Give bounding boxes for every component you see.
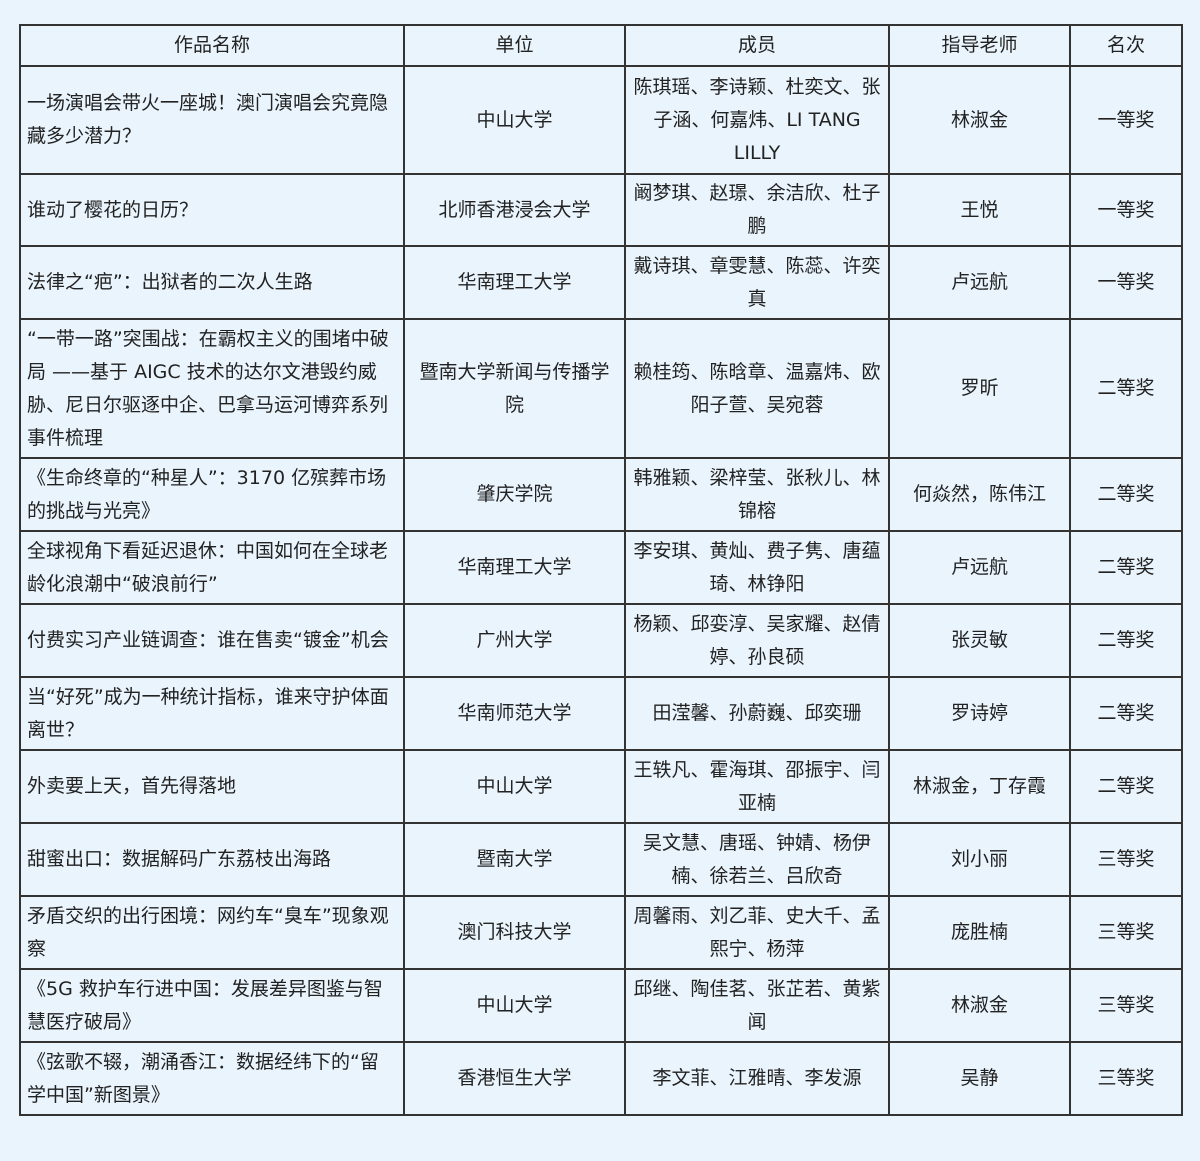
cell-advisor: 吴静 bbox=[888, 1041, 1071, 1116]
cell-advisor: 庞胜楠 bbox=[888, 895, 1071, 970]
cell-members: 陈琪瑶、李诗颖、杜奕文、张子涵、何嘉炜、LI TANG LILLY bbox=[624, 65, 890, 175]
table-row: 外卖要上天，首先得落地 中山大学 王轶凡、霍海琪、邵振宇、闫亚楠 林淑金，丁存霞 二等奖 bbox=[19, 749, 1183, 824]
cell-advisor: 王悦 bbox=[888, 173, 1071, 247]
table-body: 一场演唱会带火一座城！澳门演唱会究竟隐藏多少潜力？ 中山大学 陈琪瑶、李诗颖、杜奕文… bbox=[19, 65, 1183, 1116]
cell-unit: 肇庆学院 bbox=[403, 457, 626, 532]
cell-advisor: 罗昕 bbox=[888, 318, 1071, 459]
header-title: 作品名称 bbox=[19, 24, 405, 67]
table-row: “一带一路”突围战：在霸权主义的围堵中破局 ——基于 AIGC 技术的达尔文港毁… bbox=[19, 318, 1183, 459]
cell-unit: 华南理工大学 bbox=[403, 245, 626, 320]
table-row: 甜蜜出口：数据解码广东荔枝出海路 暨南大学 吴文慧、唐瑶、钟婧、杨伊楠、徐若兰、吕欣… bbox=[19, 822, 1183, 897]
cell-unit: 广州大学 bbox=[403, 603, 626, 678]
cell-unit: 暨南大学新闻与传播学院 bbox=[403, 318, 626, 459]
table-row: 矛盾交织的出行困境：网约车“臭车”现象观察 澳门科技大学 周馨雨、刘乙菲、史大千、孟… bbox=[19, 895, 1183, 970]
cell-rank: 二等奖 bbox=[1069, 603, 1183, 678]
cell-title: 付费实习产业链调查：谁在售卖“镀金”机会 bbox=[19, 603, 405, 678]
cell-unit: 中山大学 bbox=[403, 749, 626, 824]
cell-title: 矛盾交织的出行困境：网约车“臭车”现象观察 bbox=[19, 895, 405, 970]
header-rank: 名次 bbox=[1069, 24, 1183, 67]
cell-unit: 华南师范大学 bbox=[403, 676, 626, 751]
cell-members: 赖桂筠、陈晗章、温嘉炜、欧阳子萱、吴宛蓉 bbox=[624, 318, 890, 459]
cell-unit: 华南理工大学 bbox=[403, 530, 626, 605]
cell-unit: 澳门科技大学 bbox=[403, 895, 626, 970]
table-row: 全球视角下看延迟退休：中国如何在全球老龄化浪潮中“破浪前行” 华南理工大学 李安琪、… bbox=[19, 530, 1183, 605]
cell-advisor: 卢远航 bbox=[888, 530, 1071, 605]
table-row: 当“好死”成为一种统计指标，谁来守护体面离世？ 华南师范大学 田滢馨、孙蔚巍、邱奕珊… bbox=[19, 676, 1183, 751]
cell-rank: 一等奖 bbox=[1069, 173, 1183, 247]
cell-members: 邱继、陶佳茗、张芷若、黄紫闻 bbox=[624, 968, 890, 1043]
cell-title: 一场演唱会带火一座城！澳门演唱会究竟隐藏多少潜力？ bbox=[19, 65, 405, 175]
cell-advisor: 林淑金 bbox=[888, 968, 1071, 1043]
cell-title: 当“好死”成为一种统计指标，谁来守护体面离世？ bbox=[19, 676, 405, 751]
cell-title: 甜蜜出口：数据解码广东荔枝出海路 bbox=[19, 822, 405, 897]
cell-members: 韩雅颖、梁梓莹、张秋儿、林锦榕 bbox=[624, 457, 890, 532]
cell-members: 杨颖、邱娈淳、吴家耀、赵倩婷、孙良硕 bbox=[624, 603, 890, 678]
cell-rank: 二等奖 bbox=[1069, 318, 1183, 459]
cell-rank: 二等奖 bbox=[1069, 676, 1183, 751]
cell-unit: 中山大学 bbox=[403, 65, 626, 175]
table-row: 付费实习产业链调查：谁在售卖“镀金”机会 广州大学 杨颖、邱娈淳、吴家耀、赵倩婷、孙… bbox=[19, 603, 1183, 678]
cell-advisor: 罗诗婷 bbox=[888, 676, 1071, 751]
cell-members: 田滢馨、孙蔚巍、邱奕珊 bbox=[624, 676, 890, 751]
cell-unit: 中山大学 bbox=[403, 968, 626, 1043]
awards-table: 作品名称 单位 成员 指导老师 名次 一场演唱会带火一座城！澳门演唱会究竟隐藏多… bbox=[19, 24, 1183, 1116]
header-row: 作品名称 单位 成员 指导老师 名次 bbox=[19, 24, 1183, 67]
cell-rank: 一等奖 bbox=[1069, 65, 1183, 175]
cell-rank: 一等奖 bbox=[1069, 245, 1183, 320]
table-row: 《生命终章的“种星人”：3170 亿殡葬市场的挑战与光亮》 肇庆学院 韩雅颖、梁梓莹… bbox=[19, 457, 1183, 532]
table-row: 谁动了樱花的日历？ 北师香港浸会大学 阚梦琪、赵璟、余洁欣、杜子鹏 王悦 一等奖 bbox=[19, 173, 1183, 247]
cell-title: 外卖要上天，首先得落地 bbox=[19, 749, 405, 824]
cell-rank: 三等奖 bbox=[1069, 895, 1183, 970]
table-row: 一场演唱会带火一座城！澳门演唱会究竟隐藏多少潜力？ 中山大学 陈琪瑶、李诗颖、杜奕文… bbox=[19, 65, 1183, 175]
cell-advisor: 刘小丽 bbox=[888, 822, 1071, 897]
cell-advisor: 张灵敏 bbox=[888, 603, 1071, 678]
cell-rank: 三等奖 bbox=[1069, 822, 1183, 897]
cell-rank: 三等奖 bbox=[1069, 1041, 1183, 1116]
cell-advisor: 林淑金，丁存霞 bbox=[888, 749, 1071, 824]
cell-rank: 二等奖 bbox=[1069, 530, 1183, 605]
cell-unit: 暨南大学 bbox=[403, 822, 626, 897]
cell-rank: 三等奖 bbox=[1069, 968, 1183, 1043]
cell-rank: 二等奖 bbox=[1069, 749, 1183, 824]
cell-unit: 香港恒生大学 bbox=[403, 1041, 626, 1116]
cell-members: 李文菲、江雅晴、李发源 bbox=[624, 1041, 890, 1116]
header-advisor: 指导老师 bbox=[888, 24, 1071, 67]
cell-title: 《生命终章的“种星人”：3170 亿殡葬市场的挑战与光亮》 bbox=[19, 457, 405, 532]
header-unit: 单位 bbox=[403, 24, 626, 67]
cell-rank: 二等奖 bbox=[1069, 457, 1183, 532]
cell-members: 周馨雨、刘乙菲、史大千、孟熙宁、杨萍 bbox=[624, 895, 890, 970]
table-row: 法律之“疤”：出狱者的二次人生路 华南理工大学 戴诗琪、章雯慧、陈蕊、许奕真 卢远航一… bbox=[19, 245, 1183, 320]
cell-unit: 北师香港浸会大学 bbox=[403, 173, 626, 247]
cell-title: 谁动了樱花的日历？ bbox=[19, 173, 405, 247]
table-row: 《弦歌不辍，潮涌香江：数据经纬下的“留学中国”新图景》 香港恒生大学 李文菲、江雅晴… bbox=[19, 1041, 1183, 1116]
cell-advisor: 卢远航 bbox=[888, 245, 1071, 320]
header-members: 成员 bbox=[624, 24, 890, 67]
cell-members: 吴文慧、唐瑶、钟婧、杨伊楠、徐若兰、吕欣奇 bbox=[624, 822, 890, 897]
cell-title: 《5G 救护车行进中国：发展差异图鉴与智慧医疗破局》 bbox=[19, 968, 405, 1043]
cell-advisor: 林淑金 bbox=[888, 65, 1071, 175]
cell-members: 阚梦琪、赵璟、余洁欣、杜子鹏 bbox=[624, 173, 890, 247]
table-row: 《5G 救护车行进中国：发展差异图鉴与智慧医疗破局》 中山大学 邱继、陶佳茗、张芷若… bbox=[19, 968, 1183, 1043]
cell-title: 全球视角下看延迟退休：中国如何在全球老龄化浪潮中“破浪前行” bbox=[19, 530, 405, 605]
cell-title: 法律之“疤”：出狱者的二次人生路 bbox=[19, 245, 405, 320]
cell-members: 戴诗琪、章雯慧、陈蕊、许奕真 bbox=[624, 245, 890, 320]
cell-title: “一带一路”突围战：在霸权主义的围堵中破局 ——基于 AIGC 技术的达尔文港毁… bbox=[19, 318, 405, 459]
cell-title: 《弦歌不辍，潮涌香江：数据经纬下的“留学中国”新图景》 bbox=[19, 1041, 405, 1116]
cell-members: 李安琪、黄灿、费子隽、唐蕴琦、林铮阳 bbox=[624, 530, 890, 605]
cell-members: 王轶凡、霍海琪、邵振宇、闫亚楠 bbox=[624, 749, 890, 824]
cell-advisor: 何焱然，陈伟江 bbox=[888, 457, 1071, 532]
